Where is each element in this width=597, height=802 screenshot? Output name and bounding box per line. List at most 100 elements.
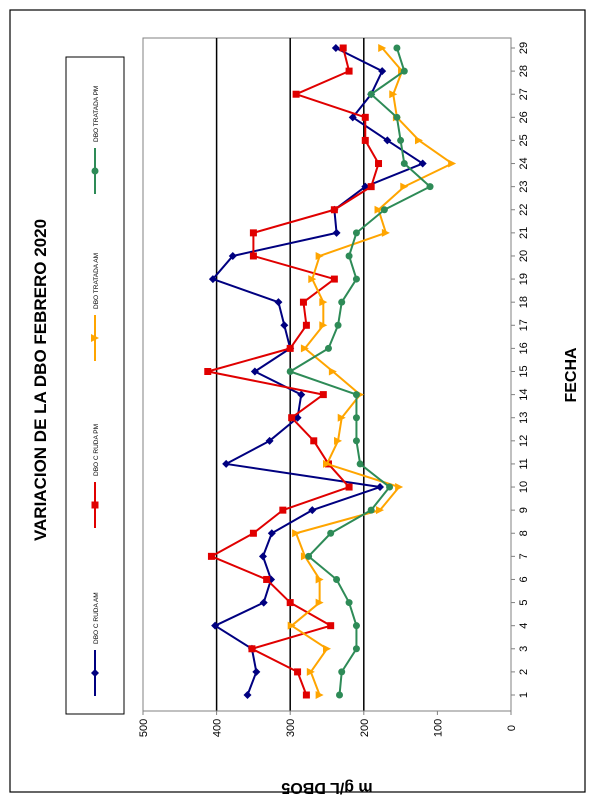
data-point [375, 160, 383, 168]
data-point [393, 44, 401, 52]
x-tick-label: 27 [518, 88, 530, 100]
x-tick-label: 17 [518, 319, 530, 331]
y-axis-label: m g/L DBO5 [281, 779, 372, 796]
data-point [386, 483, 394, 491]
data-point [274, 298, 283, 307]
data-point [334, 436, 343, 445]
data-point [348, 113, 357, 122]
legend-label: DBO TRATADA PM [93, 86, 100, 142]
data-point [302, 321, 310, 329]
data-point [345, 599, 353, 607]
data-point [330, 275, 338, 283]
data-point [352, 622, 360, 630]
data-point [310, 437, 318, 445]
data-point [286, 599, 294, 607]
data-point [279, 506, 287, 514]
legend-marker [91, 334, 99, 342]
x-tick-label: 22 [518, 204, 530, 216]
data-point [315, 575, 324, 584]
data-point [263, 575, 271, 583]
data-point [361, 113, 369, 121]
series-3 [287, 44, 457, 699]
plot-area [142, 37, 512, 712]
data-point [389, 90, 398, 99]
data-point [267, 529, 276, 538]
x-tick-label: 10 [518, 481, 530, 493]
y-tick-label: 200 [359, 719, 371, 737]
y-tick-label: 0 [506, 725, 518, 731]
data-point [333, 575, 341, 583]
data-point [265, 436, 274, 445]
data-point [207, 552, 215, 560]
data-point [400, 182, 409, 191]
legend: DBO C RUDA AM DBO C RUDA PM DBO TRATADA AM… [91, 86, 100, 696]
legend-marker [91, 669, 99, 677]
x-tick-label: 2 [518, 669, 530, 675]
x-tick-label: 5 [518, 600, 530, 606]
data-point [397, 136, 405, 144]
data-point [286, 344, 294, 352]
data-point [319, 391, 327, 399]
data-point [323, 644, 331, 653]
data-point [352, 275, 360, 283]
data-point [211, 621, 220, 630]
x-tick-label: 28 [518, 65, 530, 77]
data-point [280, 321, 289, 330]
data-point [367, 183, 375, 191]
data-point [337, 413, 346, 422]
data-point [305, 552, 313, 560]
data-point [323, 459, 331, 468]
x-tick-label: 1 [518, 692, 530, 698]
data-point [315, 691, 324, 699]
x-tick-label: 3 [518, 646, 530, 652]
data-point [302, 691, 310, 699]
data-point [400, 160, 408, 168]
data-point [400, 67, 408, 75]
data-point [356, 460, 364, 468]
data-point [332, 228, 341, 237]
series [204, 44, 457, 699]
data-point [418, 159, 427, 168]
x-tick-label: 26 [518, 111, 530, 123]
data-point [334, 321, 342, 329]
legend-marker [91, 501, 99, 509]
x-tick-label: 25 [518, 134, 530, 146]
data-point [378, 44, 387, 52]
data-point [330, 206, 338, 214]
series-2 [204, 44, 383, 699]
data-point [249, 252, 257, 260]
x-tick-label: 15 [518, 365, 530, 377]
data-point [208, 275, 217, 284]
data-point [327, 529, 335, 537]
axes: 0100200300400500123456789101112131415161… [138, 38, 530, 737]
data-point [367, 506, 375, 514]
data-point [292, 90, 300, 98]
x-tick-label: 16 [518, 342, 530, 354]
data-point [250, 367, 259, 376]
x-tick-label: 14 [518, 388, 530, 400]
data-point [328, 367, 337, 376]
data-point [297, 390, 306, 399]
legend-item: DBO C RUDA PM [91, 424, 100, 528]
legend-label: DBO TRATADA AM [93, 253, 100, 309]
x-tick-label: 13 [518, 412, 530, 424]
data-point [352, 229, 360, 237]
data-point [324, 344, 332, 352]
data-point [352, 645, 360, 653]
series-4 [286, 44, 434, 699]
y-tick-label: 500 [138, 719, 150, 737]
data-point [319, 298, 328, 307]
data-point [222, 459, 231, 468]
data-point [308, 506, 317, 515]
data-point [338, 668, 346, 676]
legend-item: DBO TRATADA PM [91, 86, 100, 194]
data-point [286, 368, 294, 375]
data-point [294, 668, 302, 676]
legend-label: DBO C RUDA AM [93, 592, 100, 644]
data-point [345, 67, 353, 75]
data-point [374, 205, 383, 214]
x-tick-label: 20 [518, 250, 530, 262]
data-point [288, 414, 296, 422]
data-point [375, 483, 384, 492]
data-point [367, 90, 375, 98]
